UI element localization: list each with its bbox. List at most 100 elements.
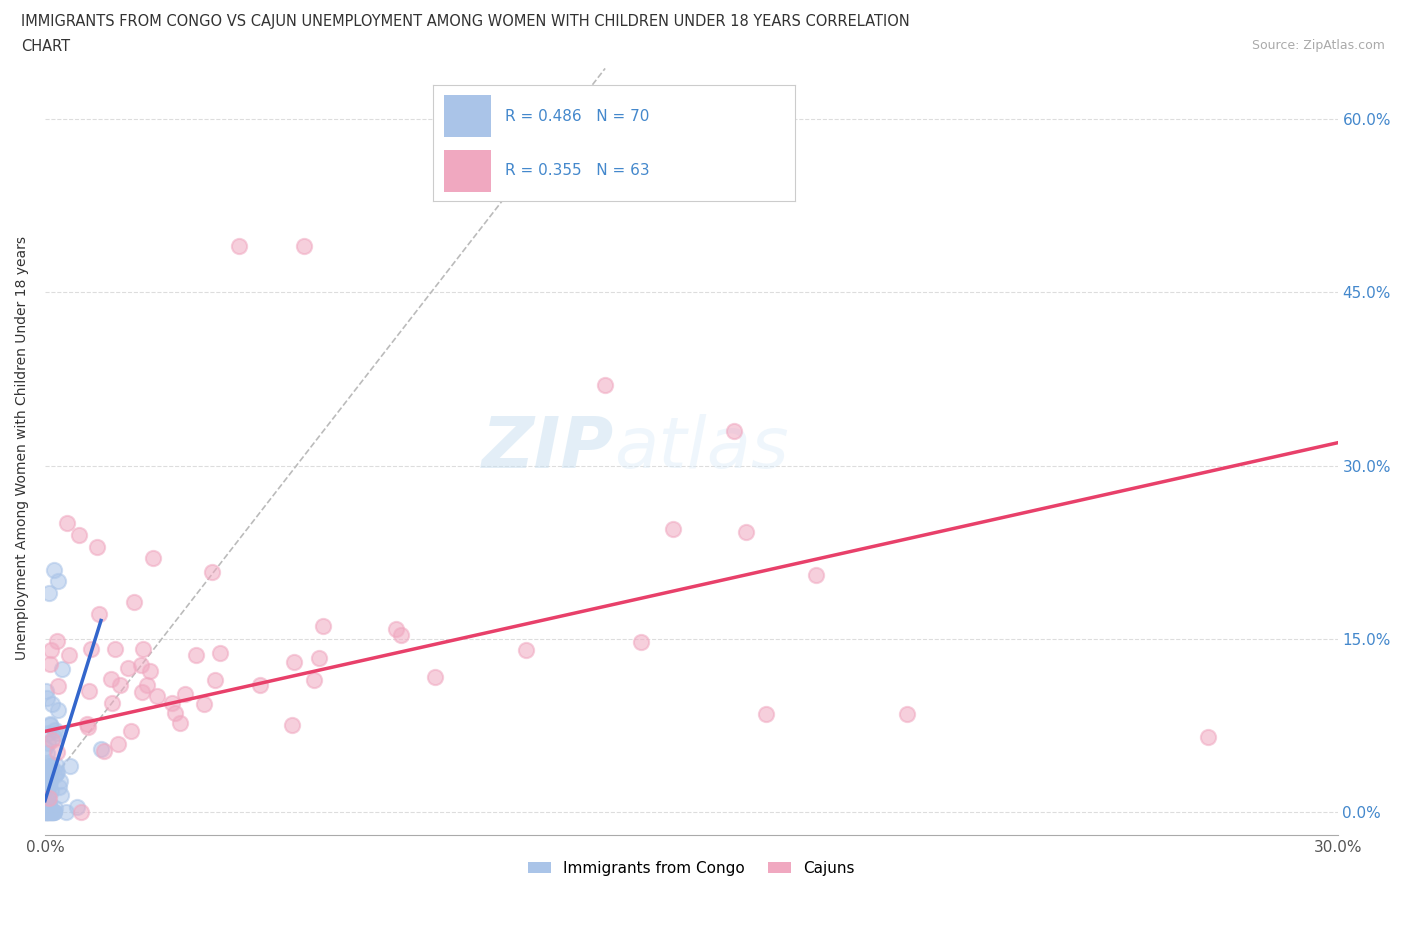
Point [131, 684, 153, 699]
Point [108, 677, 131, 692]
Point [39, 775, 62, 790]
Point [34, 740, 56, 755]
Point [35, 746, 58, 761]
Point [142, 551, 165, 565]
Point [162, 696, 184, 711]
Point [200, 565, 222, 579]
Point [39, 783, 62, 798]
Point [515, 643, 537, 658]
Point [86, 539, 108, 554]
Point [41, 804, 63, 819]
Point [228, 239, 250, 254]
Point [38, 804, 60, 819]
Point [35, 776, 58, 790]
Point [39, 759, 62, 774]
Legend: Immigrants from Congo, Cajuns: Immigrants from Congo, Cajuns [522, 855, 860, 882]
Point [723, 424, 745, 439]
Point [44, 729, 66, 744]
Point [55, 516, 77, 531]
Point [35, 684, 58, 698]
Point [34, 804, 56, 819]
Text: Source: ZipAtlas.com: Source: ZipAtlas.com [1251, 39, 1385, 52]
Point [46, 678, 69, 693]
Point [37, 778, 59, 793]
Point [44, 723, 66, 737]
Point [193, 697, 215, 711]
Point [37, 804, 59, 819]
Point [41, 732, 63, 747]
Point [39, 804, 62, 819]
Point [42, 563, 65, 578]
Point [129, 658, 152, 672]
Point [34, 802, 56, 817]
Point [38, 804, 60, 819]
Point [35, 804, 58, 819]
Point [117, 661, 139, 676]
Point [77, 684, 100, 698]
Point [122, 595, 145, 610]
Point [46, 574, 69, 589]
Point [45, 765, 67, 780]
Point [1197, 730, 1219, 745]
Point [209, 645, 232, 660]
Point [34, 782, 56, 797]
Point [38, 798, 60, 813]
Point [100, 671, 122, 686]
Point [302, 672, 325, 687]
Point [70, 804, 93, 819]
Point [35, 765, 58, 780]
Point [165, 706, 187, 721]
Point [39, 804, 62, 819]
Point [41, 697, 63, 711]
Point [76, 716, 98, 731]
Point [34, 769, 56, 784]
Point [35, 691, 58, 706]
Point [280, 718, 302, 733]
Point [425, 670, 447, 684]
Point [204, 672, 226, 687]
Point [59, 759, 82, 774]
Point [39, 765, 62, 780]
Point [35, 804, 58, 819]
Point [184, 647, 207, 662]
Point [34, 784, 56, 799]
Point [630, 634, 652, 649]
Point [312, 618, 335, 633]
Point [37, 799, 59, 814]
Point [42, 804, 65, 819]
Point [76, 720, 98, 735]
Text: ZIP: ZIP [481, 414, 614, 483]
Point [45, 633, 67, 648]
Point [45, 757, 67, 772]
Point [38, 795, 60, 810]
Point [39, 643, 62, 658]
Point [44, 801, 66, 816]
Point [51, 662, 73, 677]
Point [37, 736, 59, 751]
Point [39, 657, 62, 671]
Point [58, 647, 80, 662]
Point [38, 585, 60, 600]
Point [51, 787, 73, 802]
Point [146, 688, 169, 703]
Point [292, 239, 315, 254]
Point [39, 804, 62, 819]
Point [38, 790, 60, 805]
Text: atlas: atlas [614, 414, 789, 483]
Point [46, 764, 69, 779]
Point [308, 651, 330, 666]
Point [39, 767, 62, 782]
Point [38, 758, 60, 773]
Point [39, 718, 62, 733]
Point [37, 788, 59, 803]
Point [804, 567, 827, 582]
Point [896, 707, 918, 722]
Point [55, 804, 77, 819]
Point [38, 755, 60, 770]
Point [34, 804, 56, 819]
Point [44, 767, 66, 782]
Point [735, 525, 758, 539]
Text: CHART: CHART [21, 39, 70, 54]
Point [384, 621, 406, 636]
Point [107, 737, 129, 751]
